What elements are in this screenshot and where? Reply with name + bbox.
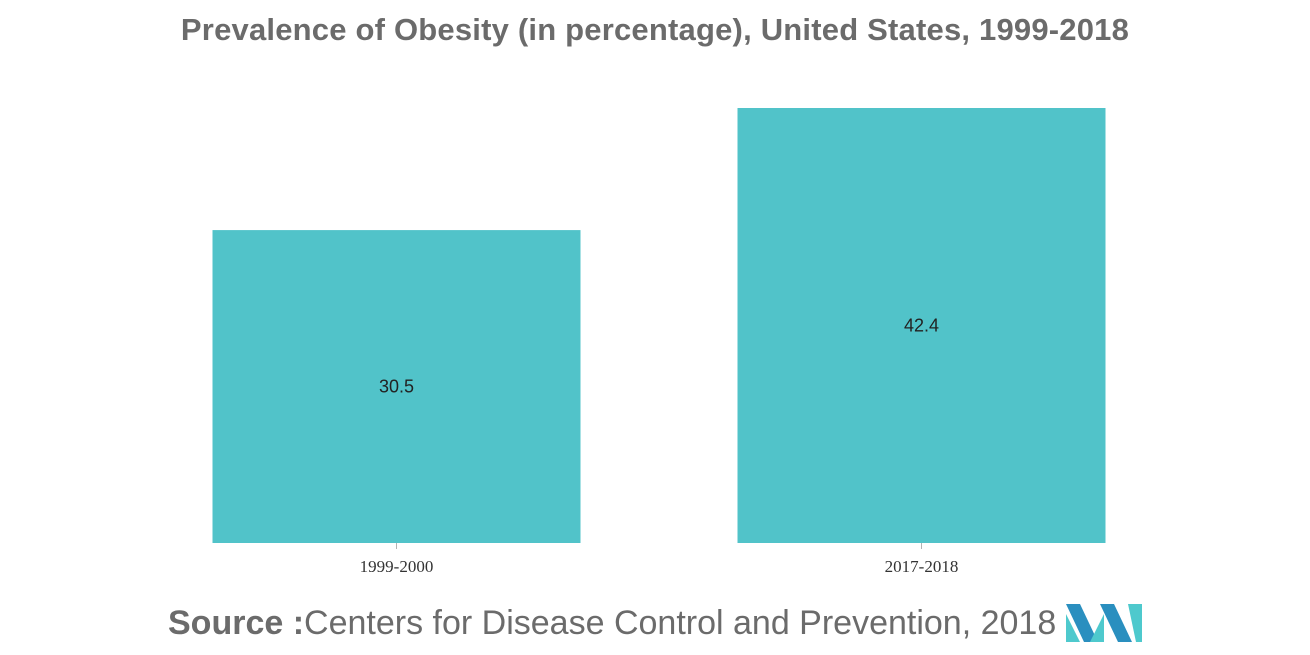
data-label-2017-2018: 42.4 (904, 316, 939, 336)
chart-title: Prevalence of Obesity (in percentage), U… (180, 12, 1130, 47)
bar-1999-2000 (212, 230, 581, 543)
source-prefix: Source : (168, 604, 305, 642)
bar-2017-2018 (737, 108, 1106, 543)
x-tick-label-1999-2000: 1999-2000 (360, 557, 434, 576)
data-label-1999-2000: 30.5 (379, 377, 414, 397)
source-text: Centers for Disease Control and Preventi… (304, 604, 1057, 642)
mordor-intelligence-logo-icon (1066, 604, 1142, 642)
x-tick-label-2017-2018: 2017-2018 (885, 557, 959, 576)
source-note: Source :Centers for Disease Control and … (168, 604, 1056, 643)
